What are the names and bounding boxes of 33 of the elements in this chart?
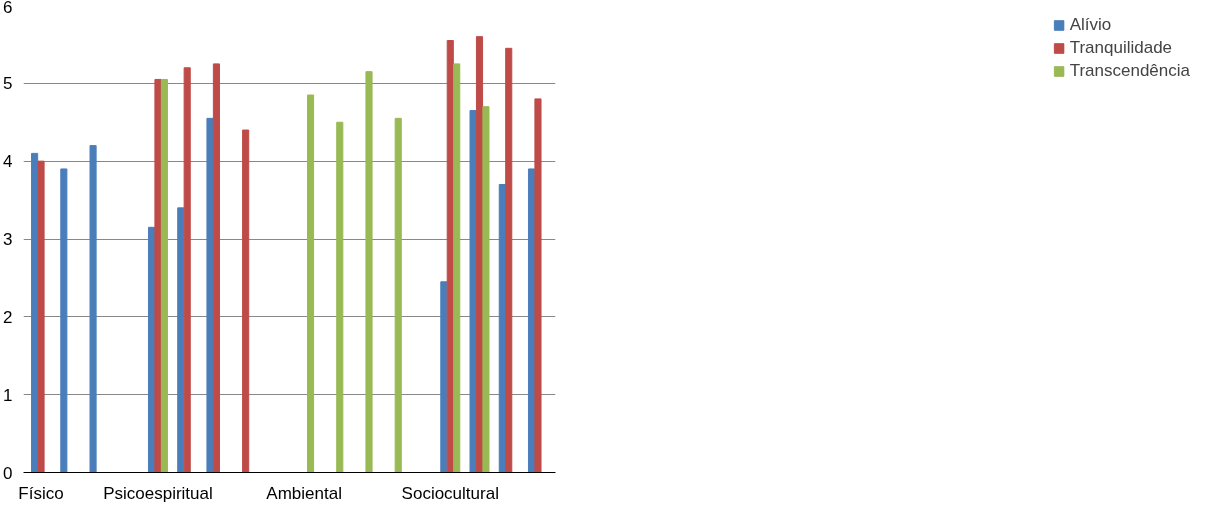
bar <box>394 117 402 473</box>
bar <box>469 110 477 473</box>
bar <box>212 63 220 473</box>
bar <box>242 129 250 473</box>
y-tick-label: 5 <box>3 74 13 94</box>
x-tick-label: Sociocultural <box>401 483 499 503</box>
bar <box>183 67 191 473</box>
bar <box>482 106 490 473</box>
bar <box>336 121 344 473</box>
bar <box>453 63 461 473</box>
bar <box>154 78 162 473</box>
y-tick-label: 2 <box>3 307 13 327</box>
legend-label: Alívio <box>1069 15 1112 35</box>
y-tick-label: 1 <box>3 385 13 405</box>
y-tick-label: 0 <box>3 463 13 483</box>
y-tick-label: 3 <box>3 230 13 249</box>
x-tick-label: Psicoespiritual <box>103 483 213 503</box>
x-tick-label: Ambiental <box>266 483 342 503</box>
legend-label: Tranquilidade <box>1069 38 1173 58</box>
bar <box>306 94 315 473</box>
y-tick-label: 4 <box>3 152 13 172</box>
bar <box>440 281 448 473</box>
bar <box>160 78 168 473</box>
bar <box>534 98 542 473</box>
bar <box>37 160 45 473</box>
bar <box>505 47 513 473</box>
legend-label: Transcendência <box>1069 61 1190 81</box>
bar <box>89 145 97 473</box>
bar <box>365 71 373 473</box>
y-tick-label: 6 <box>3 0 13 17</box>
bar <box>206 117 214 473</box>
x-tick-label: Físico <box>18 483 64 503</box>
bar <box>60 168 68 473</box>
